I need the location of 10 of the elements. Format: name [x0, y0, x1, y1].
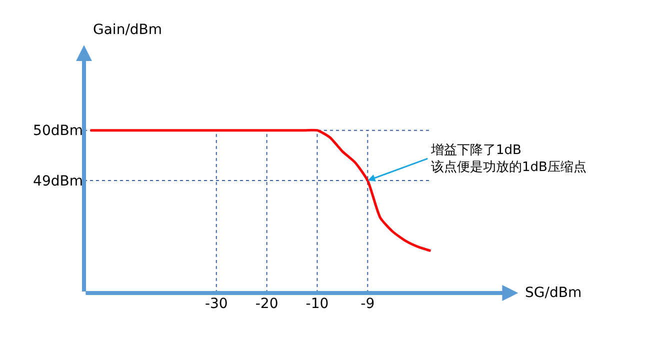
y-tick-label: 50dBm: [33, 123, 83, 140]
y-tick-label: 49dBm: [33, 173, 83, 190]
line-series: [89, 128, 432, 252]
text: SG/dBm: [525, 285, 582, 301]
x-tick-label: -20: [255, 296, 278, 312]
x-tick-label: -30: [204, 296, 228, 312]
x-tick-label: -9: [360, 296, 375, 312]
x-tick-label: -10: [306, 296, 329, 312]
annotation: 增益下降了1dB 该点便是功放的1dB压缩点: [430, 143, 586, 175]
y-axis-title: Gain/dBm: [93, 22, 162, 38]
